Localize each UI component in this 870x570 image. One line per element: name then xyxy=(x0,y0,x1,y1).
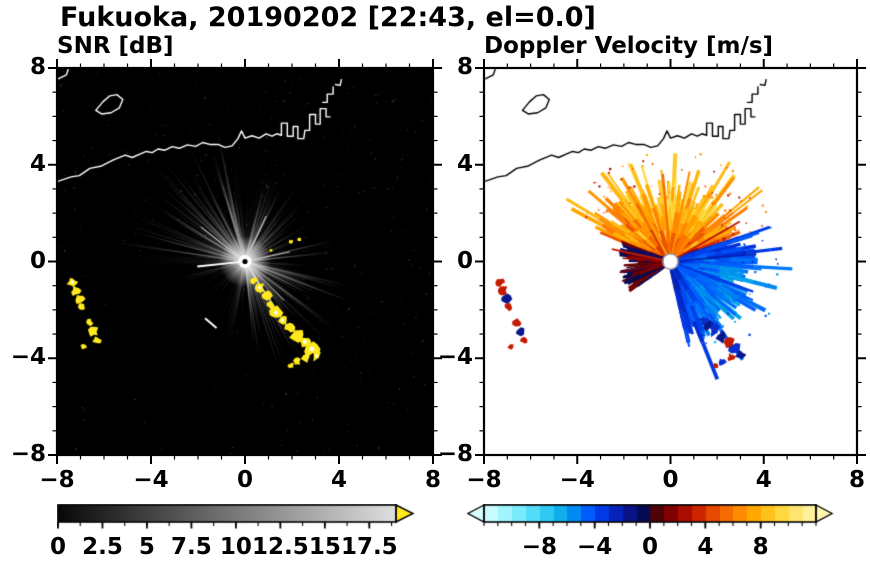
snr-colorbar xyxy=(57,504,417,530)
snr-panel-title: SNR [dB] xyxy=(57,33,174,59)
figure-title: Fukuoka, 20190202 [22:43, el=0.0] xyxy=(60,2,596,33)
colorbar-tick-label: −8 xyxy=(521,534,557,560)
x-tick-label: −4 xyxy=(559,467,595,493)
velocity-colorbar xyxy=(464,504,848,530)
y-tick-label: 4 xyxy=(29,150,46,177)
y-tick-label: −8 xyxy=(10,441,46,467)
colorbar-tick-label: 10 xyxy=(219,534,252,560)
x-tick-label: 0 xyxy=(662,467,679,493)
colorbar-tick-label: 15 xyxy=(308,534,341,560)
y-tick-label: −4 xyxy=(437,344,473,371)
y-tick-label: −4 xyxy=(10,344,46,371)
colorbar-tick-label: 17.5 xyxy=(340,534,398,560)
colorbar-tick-label: 0 xyxy=(49,534,66,560)
colorbar-tick-label: 8 xyxy=(752,534,769,560)
y-tick-label: 0 xyxy=(29,247,46,274)
snr-ppi-canvas xyxy=(57,68,433,455)
x-tick-label: −8 xyxy=(39,467,75,493)
colorbar-tick-label: 12.5 xyxy=(251,534,309,560)
snr-axes-frame xyxy=(48,59,442,464)
x-tick-label: 0 xyxy=(236,467,253,493)
x-tick-label: 4 xyxy=(755,467,772,493)
velocity-axes-frame xyxy=(475,59,866,464)
colorbar-tick-label: 2.5 xyxy=(82,534,123,560)
colorbar-tick-label: 7.5 xyxy=(171,534,212,560)
colorbar-tick-label: 4 xyxy=(697,534,714,560)
x-tick-label: 8 xyxy=(848,467,865,493)
y-tick-label: 4 xyxy=(456,150,473,177)
y-tick-label: 8 xyxy=(456,54,473,80)
y-tick-label: 8 xyxy=(29,54,46,80)
x-tick-label: 4 xyxy=(330,467,347,493)
velocity-panel-title: Doppler Velocity [m/s] xyxy=(484,33,774,59)
x-tick-label: −8 xyxy=(466,467,502,493)
y-tick-label: 0 xyxy=(456,247,473,274)
x-tick-label: 8 xyxy=(424,467,441,493)
colorbar-tick-label: 5 xyxy=(138,534,155,560)
velocity-ppi-canvas xyxy=(484,68,857,455)
y-tick-label: −8 xyxy=(437,441,473,467)
x-tick-label: −4 xyxy=(133,467,169,493)
colorbar-tick-label: 0 xyxy=(641,534,658,560)
colorbar-tick-label: −4 xyxy=(577,534,613,560)
